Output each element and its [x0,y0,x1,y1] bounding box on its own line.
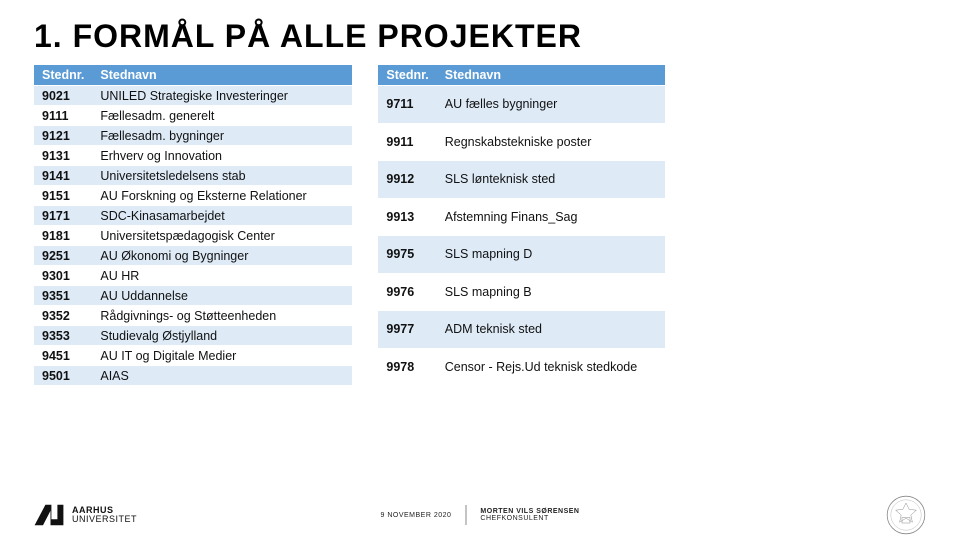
cell-stednr: 9912 [378,161,436,199]
cell-stednr: 9131 [34,146,92,166]
cell-stednr: 9121 [34,126,92,146]
table-row: 9501AIAS [34,366,352,386]
table-row: 9171SDC-Kinasamarbejdet [34,206,352,226]
table-header-row: Stednr. Stednavn [378,65,664,86]
table-row: 9131Erhverv og Innovation [34,146,352,166]
cell-stednavn: UNILED Strategiske Investeringer [92,86,352,106]
cell-stednr: 9111 [34,106,92,126]
table-row: 9021UNILED Strategiske Investeringer [34,86,352,106]
cell-stednr: 9501 [34,366,92,386]
col-header-num: Stednr. [378,65,436,86]
table-row: 9301AU HR [34,266,352,286]
slide-footer: AARHUS UNIVERSITET 9 NOVEMBER 2020 MORTE… [0,504,960,526]
institution-line-2: UNIVERSITET [72,515,137,524]
footer-date: 9 NOVEMBER 2020 [381,512,452,519]
cell-stednavn: Fællesadm. generelt [92,106,352,126]
tables-container: Stednr. Stednavn 9021UNILED Strategiske … [34,65,926,386]
cell-stednr: 9975 [378,236,436,274]
au-logo-icon [34,504,64,526]
col-header-name: Stednavn [92,65,352,86]
table-row: 9141Universitetsledelsens stab [34,166,352,186]
cell-stednavn: AU IT og Digitale Medier [92,346,352,366]
table-row: 9251AU Økonomi og Bygninger [34,246,352,266]
author-role: CHEFKONSULENT [480,515,579,522]
slide-title: 1. FORMÅL PÅ ALLE PROJEKTER [34,18,926,55]
table-right: Stednr. Stednavn 9711AU fælles bygninger… [378,65,664,386]
author-name: MORTEN VILS SØRENSEN [480,508,579,515]
table-row: 9121Fællesadm. bygninger [34,126,352,146]
cell-stednavn: SDC-Kinasamarbejdet [92,206,352,226]
cell-stednavn: ADM teknisk sted [437,311,665,349]
cell-stednavn: Fællesadm. bygninger [92,126,352,146]
table-row: 9111Fællesadm. generelt [34,106,352,126]
cell-stednavn: Erhverv og Innovation [92,146,352,166]
table-row: 9975SLS mapning D [378,236,664,274]
table-row: 9711AU fælles bygninger [378,86,664,124]
cell-stednavn: AU Uddannelse [92,286,352,306]
cell-stednr: 9141 [34,166,92,186]
cell-stednavn: Studievalg Østjylland [92,326,352,346]
cell-stednr: 9978 [378,348,436,386]
cell-stednr: 9352 [34,306,92,326]
divider-icon [465,505,466,525]
cell-stednr: 9181 [34,226,92,246]
cell-stednavn: AU Økonomi og Bygninger [92,246,352,266]
cell-stednavn: Universitetsledelsens stab [92,166,352,186]
au-logo: AARHUS UNIVERSITET [34,504,137,526]
table-row: 9977ADM teknisk sted [378,311,664,349]
seal-icon [886,495,926,535]
cell-stednavn: Afstemning Finans_Sag [437,198,665,236]
cell-stednr: 9021 [34,86,92,106]
cell-stednr: 9977 [378,311,436,349]
table-row: 9352Rådgivnings- og Støtteenheden [34,306,352,326]
cell-stednavn: AIAS [92,366,352,386]
cell-stednr: 9151 [34,186,92,206]
col-header-num: Stednr. [34,65,92,86]
table-row: 9911Regnskabstekniske poster [378,123,664,161]
footer-author: MORTEN VILS SØRENSEN CHEFKONSULENT [480,508,579,522]
cell-stednavn: SLS mapning D [437,236,665,274]
cell-stednavn: Rådgivnings- og Støtteenheden [92,306,352,326]
cell-stednavn: SLS lønteknisk sted [437,161,665,199]
cell-stednr: 9351 [34,286,92,306]
cell-stednr: 9913 [378,198,436,236]
table-row: 9351AU Uddannelse [34,286,352,306]
table-row: 9451AU IT og Digitale Medier [34,346,352,366]
table-row: 9978Censor - Rejs.Ud teknisk stedkode [378,348,664,386]
table-row: 9353Studievalg Østjylland [34,326,352,346]
table-header-row: Stednr. Stednavn [34,65,352,86]
cell-stednavn: Universitetspædagogisk Center [92,226,352,246]
table-row: 9181Universitetspædagogisk Center [34,226,352,246]
cell-stednr: 9171 [34,206,92,226]
cell-stednr: 9301 [34,266,92,286]
table-row: 9151AU Forskning og Eksterne Relationer [34,186,352,206]
table-row: 9976SLS mapning B [378,273,664,311]
cell-stednavn: AU fælles bygninger [437,86,665,124]
cell-stednavn: SLS mapning B [437,273,665,311]
cell-stednr: 9711 [378,86,436,124]
col-header-name: Stednavn [437,65,665,86]
cell-stednavn: Regnskabstekniske poster [437,123,665,161]
cell-stednavn: AU HR [92,266,352,286]
cell-stednr: 9353 [34,326,92,346]
cell-stednr: 9976 [378,273,436,311]
cell-stednr: 9451 [34,346,92,366]
table-left: Stednr. Stednavn 9021UNILED Strategiske … [34,65,352,386]
cell-stednr: 9911 [378,123,436,161]
cell-stednr: 9251 [34,246,92,266]
cell-stednavn: Censor - Rejs.Ud teknisk stedkode [437,348,665,386]
table-row: 9912SLS lønteknisk sted [378,161,664,199]
cell-stednavn: AU Forskning og Eksterne Relationer [92,186,352,206]
au-logo-text: AARHUS UNIVERSITET [72,506,137,525]
table-row: 9913Afstemning Finans_Sag [378,198,664,236]
